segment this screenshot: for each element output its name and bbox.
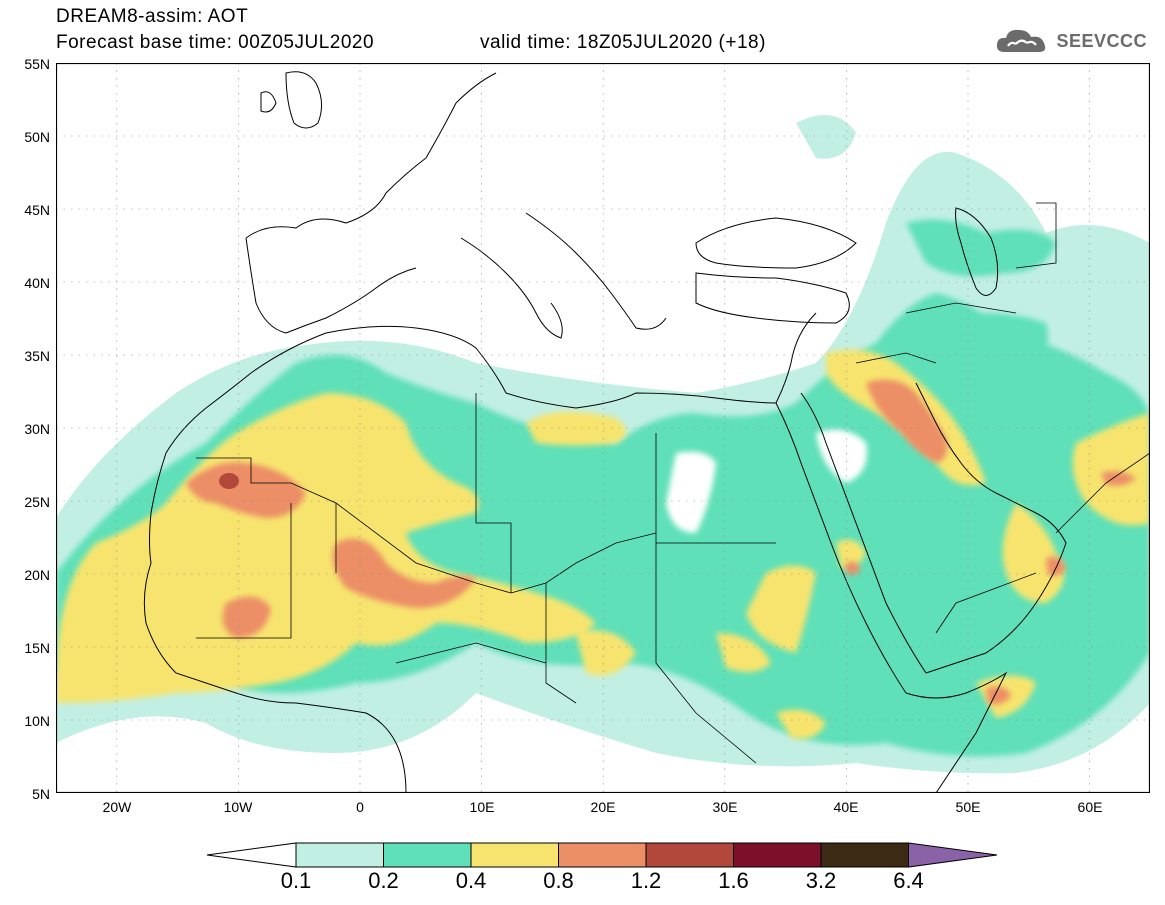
colorbar-label: 1.2 <box>630 868 662 893</box>
lat-label: 10N <box>24 713 50 729</box>
aot-clear-patches <box>666 429 867 533</box>
lon-label: 20E <box>591 799 616 815</box>
lon-label: 50E <box>956 799 981 815</box>
lat-label: 40N <box>24 275 50 291</box>
map-border <box>55 62 1151 794</box>
colorbar-label: 1.6 <box>718 868 749 893</box>
logo-text: SEEVCCC <box>1056 30 1147 51</box>
colorbar <box>206 842 998 868</box>
colorbar-label: 0.8 <box>543 868 574 893</box>
cloud-icon <box>997 29 1046 52</box>
lat-label: 20N <box>24 567 50 583</box>
colorbar-bin <box>470 842 559 868</box>
colorbar-label: 3.2 <box>805 868 837 893</box>
lat-label: 15N <box>24 640 50 656</box>
lat-label: 35N <box>24 348 50 364</box>
colorbar-low-arrow <box>206 842 297 868</box>
aot-level-1-2 <box>219 473 239 489</box>
forecast-base-time: Forecast base time: 00Z05JUL2020 <box>56 32 375 53</box>
map-title: DREAM8-assim: AOT <box>56 6 249 27</box>
lon-label: 0 <box>356 799 364 815</box>
colorbar-bin <box>383 842 472 868</box>
colorbar-bin <box>733 842 822 868</box>
colorbar-bin <box>820 842 909 868</box>
lat-axis: 55N 50N 45N 40N 35N 30N 25N 20N 15N 10N … <box>24 56 50 802</box>
lat-label: 25N <box>24 494 50 510</box>
seevccc-logo: SEEVCCC <box>994 26 1147 56</box>
lon-label: 60E <box>1078 799 1103 815</box>
lat-label: 55N <box>24 56 50 72</box>
political-borders <box>196 202 1151 764</box>
colorbar-label: 0.4 <box>455 868 487 893</box>
lat-label: 5N <box>32 786 50 802</box>
coastlines <box>143 71 1067 794</box>
map-canvas <box>55 62 1151 794</box>
colorbar-labels: 0.1 0.2 0.4 0.8 1.2 1.6 3.2 6.4 <box>0 868 1165 898</box>
lat-label: 50N <box>24 129 50 145</box>
aot-level-0-8 <box>186 379 1136 705</box>
lon-label: 40E <box>834 799 859 815</box>
aot-fields <box>56 115 1150 774</box>
lat-label: 30N <box>24 421 50 437</box>
colorbar-bin <box>558 842 647 868</box>
colorbar-high-arrow <box>908 842 998 868</box>
lat-label: 45N <box>24 202 50 218</box>
lon-label: 10W <box>224 799 254 815</box>
lon-label: 30E <box>713 799 738 815</box>
lon-label: 10E <box>470 799 495 815</box>
valid-time: valid time: 18Z05JUL2020 (+18) <box>480 32 766 53</box>
lon-label: 20W <box>103 799 133 815</box>
colorbar-bin <box>295 842 384 868</box>
aot-forecast-map <box>55 62 1151 794</box>
gridlines <box>56 63 1150 793</box>
colorbar-label: 0.2 <box>368 868 399 893</box>
colorbar-bin <box>645 842 734 868</box>
axis-labels: 55N 50N 45N 40N 35N 30N 25N 20N 15N 10N … <box>24 56 1103 815</box>
colorbar-label: 0.1 <box>280 868 312 893</box>
lon-axis: 20W 10W 0 10E 20E 30E 40E 50E 60E <box>103 799 1103 815</box>
colorbar-label: 6.4 <box>893 868 924 893</box>
